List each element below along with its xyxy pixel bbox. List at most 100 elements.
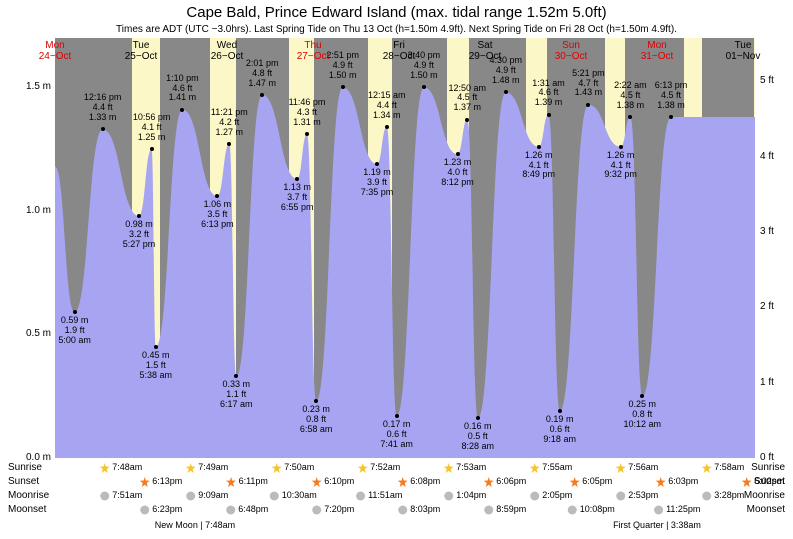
moonset-cell: 6:48pm — [226, 504, 269, 515]
sunset-cell: 6:08pm — [398, 476, 441, 487]
moonset-cell: 8:03pm — [398, 504, 441, 515]
tide-point — [395, 414, 399, 418]
tide-point — [154, 345, 158, 349]
sunrise-icon — [444, 463, 454, 473]
moonrise-cell: 11:51am — [356, 490, 403, 501]
tide-point — [341, 85, 345, 89]
date-label: Mon31−Oct — [641, 40, 674, 62]
tide-point-label: 2:51 pm4.9 ft1.50 m — [326, 51, 359, 81]
tide-point-label: 12:15 am4.4 ft1.34 m — [368, 91, 406, 121]
sunrise-cell: 7:52am — [358, 462, 401, 473]
date-label: Sat29−Oct — [469, 40, 502, 62]
moonrise-icon — [702, 491, 712, 501]
row-label-sunset: Sunset — [8, 476, 39, 487]
moonset-icon — [312, 505, 322, 515]
tide-point-label: 0.59 m1.9 ft5:00 am — [58, 316, 91, 346]
tide-point-label: 6:13 pm4.5 ft1.38 m — [655, 81, 688, 111]
tide-point — [385, 125, 389, 129]
tide-point — [669, 115, 673, 119]
sunset-cell: 6:02pm — [742, 476, 785, 487]
row-label-moonrise-r: Moonrise — [744, 490, 785, 501]
date-label: Tue01−Nov — [726, 40, 761, 62]
sunrise-cell: 7:49am — [186, 462, 229, 473]
sunset-icon — [484, 477, 494, 487]
tide-point — [180, 108, 184, 112]
tide-point — [150, 147, 154, 151]
sunset-icon — [656, 477, 666, 487]
tide-point-label: 1.23 m4.0 ft8:12 pm — [441, 158, 474, 188]
moonrise-icon — [186, 491, 196, 501]
moonrise-cell: 3:28pm — [702, 490, 745, 501]
moonset-cell: 8:59pm — [484, 504, 527, 515]
moonrise-icon — [444, 491, 454, 501]
tide-point-label: 12:16 pm4.4 ft1.33 m — [84, 93, 122, 123]
moonset-icon — [484, 505, 494, 515]
moonset-icon — [567, 505, 577, 515]
tide-point-label: 2:22 am4.5 ft1.38 m — [614, 81, 647, 111]
tide-point — [476, 416, 480, 420]
date-label: Sun30−Oct — [555, 40, 588, 62]
sunrise-icon — [272, 463, 282, 473]
date-label: Thu27−Oct — [297, 40, 330, 62]
sunrise-icon — [100, 463, 110, 473]
tide-point-label: 1.13 m3.7 ft6:55 pm — [281, 183, 314, 213]
tide-point-label: 0.23 m0.8 ft6:58 am — [300, 405, 333, 435]
y-tick-ft: 3 ft — [760, 226, 774, 237]
row-label-sunrise: Sunrise — [8, 462, 42, 473]
y-tick-m: 1.0 m — [26, 205, 51, 216]
tide-point — [558, 409, 562, 413]
sunrise-icon — [530, 463, 540, 473]
moonrise-icon — [530, 491, 540, 501]
tide-point-label: 12:50 am4.5 ft1.37 m — [449, 84, 487, 114]
tide-point — [465, 118, 469, 122]
tide-point — [586, 103, 590, 107]
tide-point — [619, 145, 623, 149]
tide-point — [537, 145, 541, 149]
tide-point — [375, 162, 379, 166]
moonset-icon — [140, 505, 150, 515]
tide-point — [137, 214, 141, 218]
tide-point — [456, 152, 460, 156]
chart-subtitle: Times are ADT (UTC −3.0hrs). Last Spring… — [116, 24, 677, 35]
tide-point-label: 10:56 pm4.1 ft1.25 m — [133, 113, 171, 143]
tide-point-label: 1:10 pm4.6 ft1.41 m — [166, 74, 199, 104]
y-tick-ft: 2 ft — [760, 301, 774, 312]
sunrise-cell: 7:48am — [100, 462, 143, 473]
date-label: Fri28−Oct — [383, 40, 416, 62]
tide-point — [314, 399, 318, 403]
row-label-moonrise: Moonrise — [8, 490, 49, 501]
moonrise-cell: 2:53pm — [616, 490, 659, 501]
tide-point — [227, 142, 231, 146]
tide-point-label: 0.19 m0.6 ft9:18 am — [543, 415, 576, 445]
tide-point — [295, 177, 299, 181]
sunrise-cell: 7:55am — [530, 462, 573, 473]
moonset-icon — [654, 505, 664, 515]
tide-point — [260, 93, 264, 97]
y-tick-m: 1.5 m — [26, 81, 51, 92]
sunset-cell: 6:03pm — [656, 476, 699, 487]
tide-point-label: 1.06 m3.5 ft6:13 pm — [201, 200, 234, 230]
tide-point — [628, 115, 632, 119]
tide-point-label: 0.98 m3.2 ft5:27 pm — [123, 220, 156, 250]
tide-point-label: 0.17 m0.6 ft7:41 am — [380, 420, 413, 450]
moonrise-cell: 10:30am — [269, 490, 317, 501]
y-tick-ft: 5 ft — [760, 75, 774, 86]
tide-point-label: 0.33 m1.1 ft6:17 am — [220, 380, 253, 410]
tide-point-label: 1.26 m4.1 ft9:32 pm — [604, 151, 637, 181]
tide-point-label: 1.26 m4.1 ft8:49 pm — [522, 151, 555, 181]
date-label: Mon24−Oct — [39, 40, 72, 62]
tide-chart: Cape Bald, Prince Edward Island (max. ti… — [0, 0, 793, 539]
tide-point-label: 5:21 pm4.7 ft1.43 m — [572, 69, 605, 99]
sunrise-icon — [616, 463, 626, 473]
moonrise-cell: 1:04pm — [444, 490, 487, 501]
sunset-icon — [570, 477, 580, 487]
sunrise-icon — [358, 463, 368, 473]
sunset-cell: 6:05pm — [570, 476, 613, 487]
sunset-cell: 6:11pm — [226, 476, 268, 487]
sunset-icon — [742, 477, 752, 487]
plot-area: 0.59 m1.9 ft5:00 am 12:16 pm4.4 ft1.33 m 0… — [55, 38, 755, 458]
tide-point-label: 11:46 pm4.3 ft1.31 m — [289, 98, 326, 128]
moonrise-cell: 9:09am — [186, 490, 229, 501]
sunrise-icon — [186, 463, 196, 473]
moonset-icon — [226, 505, 236, 515]
